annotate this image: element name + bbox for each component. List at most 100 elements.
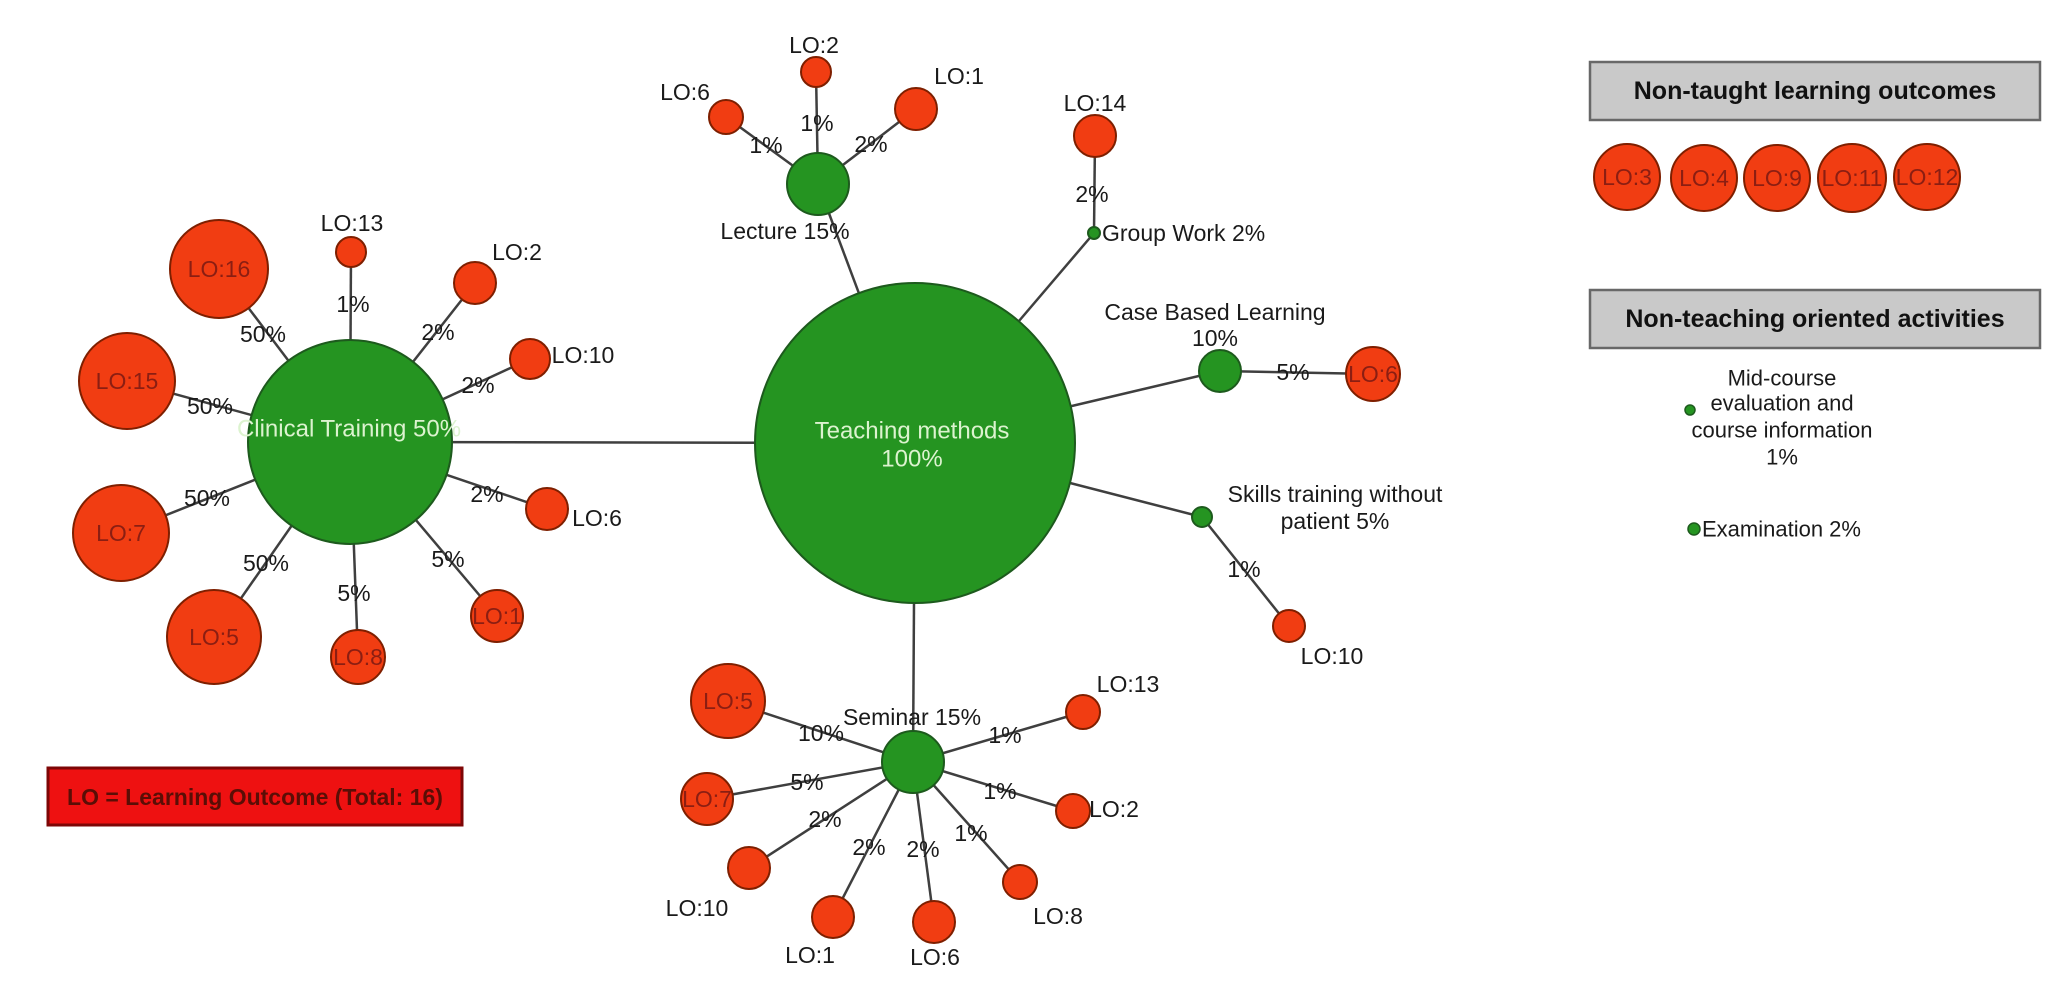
activity-node-clinical [247,339,453,545]
outcome-label-lo6-lecture: LO:6 [660,79,710,105]
legend-box-non-taught [1588,60,2042,122]
weight-label-lo6-cbl: 5% [1276,359,1309,385]
legend-outcome-label-lo11: LO:11 [1822,165,1883,191]
weight-label-lo2-seminar: 1% [983,778,1016,804]
weight-label-lo6-lecture: 1% [749,132,782,158]
legend-text-mid-course-evaluation-3: 1% [1766,445,1798,470]
legend-text-mid-course-evaluation-1: evaluation and [1710,391,1853,416]
key-box [46,766,464,827]
outcome-label-lo10-skills: LO:10 [1301,643,1364,669]
outcome-label-lo14-groupwork: LO:14 [1064,90,1127,116]
outcome-label-lo13-seminar: LO:13 [1097,671,1160,697]
edge-lo10-skills [1201,516,1290,627]
outcome-label-lo10-clinical: LO:10 [552,342,615,368]
outcome-node-lo14-groupwork [1073,114,1117,158]
weight-label-lo7-clinical: 50% [184,485,230,511]
outcome-node-lo10-seminar [727,846,771,890]
outcome-node-lo15-clinical [78,332,176,430]
weight-label-lo1-clinical: 5% [431,546,464,572]
activity-node-cbl [1198,349,1242,393]
outcome-node-lo1-clinical [470,589,524,643]
outcome-node-lo5-clinical [166,589,262,685]
outcome-node-lo2-lecture [800,56,832,88]
outcome-node-lo6-seminar [912,900,956,944]
outcome-node-lo10-clinical [509,338,551,380]
activity-label-lecture-0: Lecture 15% [720,218,849,244]
legend-outcome-node-lo11 [1817,143,1887,213]
activity-label-teaching-0: Teaching methods [815,418,1010,445]
weight-label-lo13-seminar: 1% [988,722,1021,748]
outcome-label-lo2-clinical: LO:2 [492,239,542,265]
outcome-node-lo13-seminar [1065,694,1101,730]
outcome-node-lo10-skills [1272,609,1306,643]
edge-lo7-seminar [706,760,914,801]
outcome-node-lo5-seminar [690,663,766,739]
outcome-node-lo7-seminar [680,772,734,826]
activity-label-skills-0: Skills training without [1228,481,1443,507]
legend-title-non-taught: Non-taught learning outcomes [1634,77,1997,105]
outcome-label-lo6-clinical: LO:6 [572,505,622,531]
outcome-label-lo1-lecture: LO:1 [934,63,984,89]
activity-node-teaching [754,282,1076,604]
weight-label-lo10-skills: 1% [1227,556,1260,582]
activity-label-groupwork-0: Group Work 2% [1102,220,1265,246]
weight-label-lo8-seminar: 1% [954,820,987,846]
legend-outcome-label-lo4: LO:4 [1679,165,1729,191]
legend-dot-examination [1687,522,1701,536]
legend-text-examination-0: Examination 2% [1702,517,1861,542]
outcome-label-lo8-seminar: LO:8 [1033,903,1083,929]
outcome-label-lo1-seminar: LO:1 [785,942,835,968]
outcome-label-lo2-lecture: LO:2 [789,32,839,58]
weight-label-lo8-clinical: 5% [337,580,370,606]
legend-box-non-teaching [1588,288,2042,350]
activity-label-skills-1: patient 5% [1281,508,1390,534]
weight-label-lo13-clinical: 1% [336,291,369,317]
outcome-label-lo7-clinical: LO:7 [96,520,146,546]
outcome-node-lo1-lecture [894,87,938,131]
outcome-label-lo5-clinical: LO:5 [189,624,239,650]
legend-text-mid-course-evaluation-0: Mid-course [1728,366,1837,391]
outcome-node-lo6-lecture [708,99,744,135]
weight-label-lo1-lecture: 2% [854,131,887,157]
outcome-node-lo1-seminar [811,895,855,939]
legend-outcome-node-lo3 [1593,143,1661,211]
edge-lo10-seminar [748,760,914,870]
weight-label-lo6-seminar: 2% [906,836,939,862]
activity-label-cbl-1: 10% [1192,325,1238,351]
outcome-node-lo6-clinical [525,487,569,531]
outcome-label-lo16-clinical: LO:16 [188,256,251,282]
outcome-label-lo15-clinical: LO:15 [96,368,159,394]
outcome-label-lo6-seminar: LO:6 [910,944,960,970]
outcome-node-lo16-clinical [169,219,269,319]
outcome-node-lo8-seminar [1002,864,1038,900]
activity-label-seminar-0: Seminar 15% [843,704,981,730]
outcome-label-lo1-clinical: LO:1 [472,603,522,629]
activity-node-seminar [881,730,945,794]
activity-node-groupwork [1087,226,1101,240]
weight-label-lo5-clinical: 50% [243,550,289,576]
activity-label-clinical-0: Clinical Training 50% [237,416,461,443]
weight-label-lo6-clinical: 2% [470,481,503,507]
legend-outcome-label-lo12: LO:12 [1896,164,1959,190]
outcome-label-lo8-clinical: LO:8 [333,644,383,670]
outcome-label-lo13-clinical: LO:13 [321,210,384,236]
weight-label-lo10-seminar: 2% [808,806,841,832]
activity-label-cbl-0: Case Based Learning [1104,299,1325,325]
legend-outcome-label-lo3: LO:3 [1602,164,1652,190]
weight-label-lo10-clinical: 2% [461,372,494,398]
legend-outcome-node-lo4 [1670,144,1738,212]
key-box-label: LO = Learning Outcome (Total: 16) [67,784,443,810]
outcome-node-lo6-cbl [1345,346,1401,402]
weight-label-lo7-seminar: 5% [790,769,823,795]
legend-text-mid-course-evaluation-2: course information [1692,418,1873,443]
weight-label-lo15-clinical: 50% [187,393,233,419]
outcome-node-lo8-clinical [330,629,386,685]
outcome-label-lo10-seminar: LO:10 [666,895,729,921]
outcome-node-lo2-clinical [453,261,497,305]
outcome-node-lo7-clinical [72,484,170,582]
activity-node-skills [1191,506,1213,528]
outcome-label-lo5-seminar: LO:5 [703,688,753,714]
outcome-label-lo6-cbl: LO:6 [1348,361,1398,387]
outcome-label-lo7-seminar: LO:7 [682,786,732,812]
